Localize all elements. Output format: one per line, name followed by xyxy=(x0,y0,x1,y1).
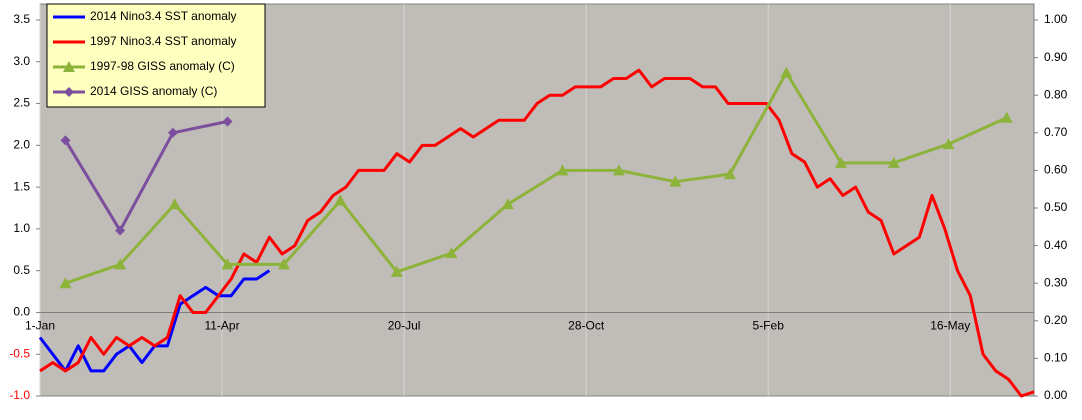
legend-label: 1997-98 GISS anomaly (C) xyxy=(90,59,235,73)
y-tick-label: 0.5 xyxy=(13,263,30,277)
y-tick-label: 3.0 xyxy=(13,54,30,68)
marker xyxy=(612,164,625,176)
marker xyxy=(942,138,955,150)
labels: 1-Jan 11-Apr 20-Jul 28-Oct 5-Feb 16-May -1.0 -0… xyxy=(9,12,1067,402)
marker xyxy=(222,116,233,127)
y2-tick-label: 0.00 xyxy=(1044,388,1068,402)
x-tick-label: 11-Apr xyxy=(204,319,239,333)
x-tick-label: 1-Jan xyxy=(25,319,55,333)
x-tick-label: 20-Jul xyxy=(388,319,421,333)
legend-marker xyxy=(64,87,74,97)
series-line xyxy=(64,71,1008,285)
marker xyxy=(780,66,793,78)
legend-label: 2014 GISS anomaly (C) xyxy=(90,84,217,98)
marker xyxy=(556,164,569,176)
series-line xyxy=(64,120,228,233)
marker xyxy=(167,127,178,138)
marker xyxy=(115,225,126,236)
series-line xyxy=(39,68,1035,398)
y2-tick-label: 0.30 xyxy=(1044,275,1068,289)
marker xyxy=(59,277,72,289)
series-layer xyxy=(38,66,1035,398)
y2-tick-label: 0.10 xyxy=(1044,351,1068,365)
y2-tick-label: 0.40 xyxy=(1044,238,1068,252)
x-tick-label: 5-Feb xyxy=(753,319,785,333)
legend-label: 1997 Nino3.4 SST anomaly xyxy=(90,34,237,48)
legend: 2014 Nino3.4 SST anomaly 1997 Nino3.4 SST… xyxy=(46,3,266,108)
marker xyxy=(887,156,900,168)
legend-label: 2014 Nino3.4 SST anomaly xyxy=(90,9,237,23)
marker xyxy=(669,175,682,187)
y2-tick-label: 0.20 xyxy=(1044,313,1068,327)
y-tick-label: -1.0 xyxy=(9,388,30,402)
marker xyxy=(221,258,234,270)
y-tick-label: 2.5 xyxy=(13,96,30,110)
marker xyxy=(835,156,848,168)
legend-box xyxy=(46,3,266,108)
marker xyxy=(60,135,71,146)
y2-tick-label: 1.00 xyxy=(1044,12,1068,26)
y2-tick-label: 0.50 xyxy=(1044,200,1068,214)
marker xyxy=(445,247,458,259)
y-tick-label: 2.0 xyxy=(13,138,30,152)
marker xyxy=(501,198,514,210)
y-tick-label: 1.5 xyxy=(13,179,30,193)
x-tick-label: 28-Oct xyxy=(568,319,605,333)
marker xyxy=(277,258,290,270)
marker xyxy=(114,258,127,270)
y2-tick-label: 0.60 xyxy=(1044,163,1068,177)
marker xyxy=(168,198,181,210)
marker xyxy=(334,194,347,206)
marker xyxy=(390,265,403,277)
x-tick-label: 16-May xyxy=(930,319,970,333)
y-tick-label: 0.0 xyxy=(13,305,30,319)
marker xyxy=(1000,111,1013,123)
legend-marker xyxy=(63,61,75,72)
y2-tick-label: 0.90 xyxy=(1044,50,1068,64)
marker xyxy=(723,168,736,180)
y2-tick-label: 0.70 xyxy=(1044,125,1068,139)
y-tick-label: 3.5 xyxy=(13,12,30,26)
y2-tick-label: 0.80 xyxy=(1044,87,1068,101)
y-tick-label: 1.0 xyxy=(13,221,30,235)
y-tick-label: -0.5 xyxy=(9,346,30,360)
